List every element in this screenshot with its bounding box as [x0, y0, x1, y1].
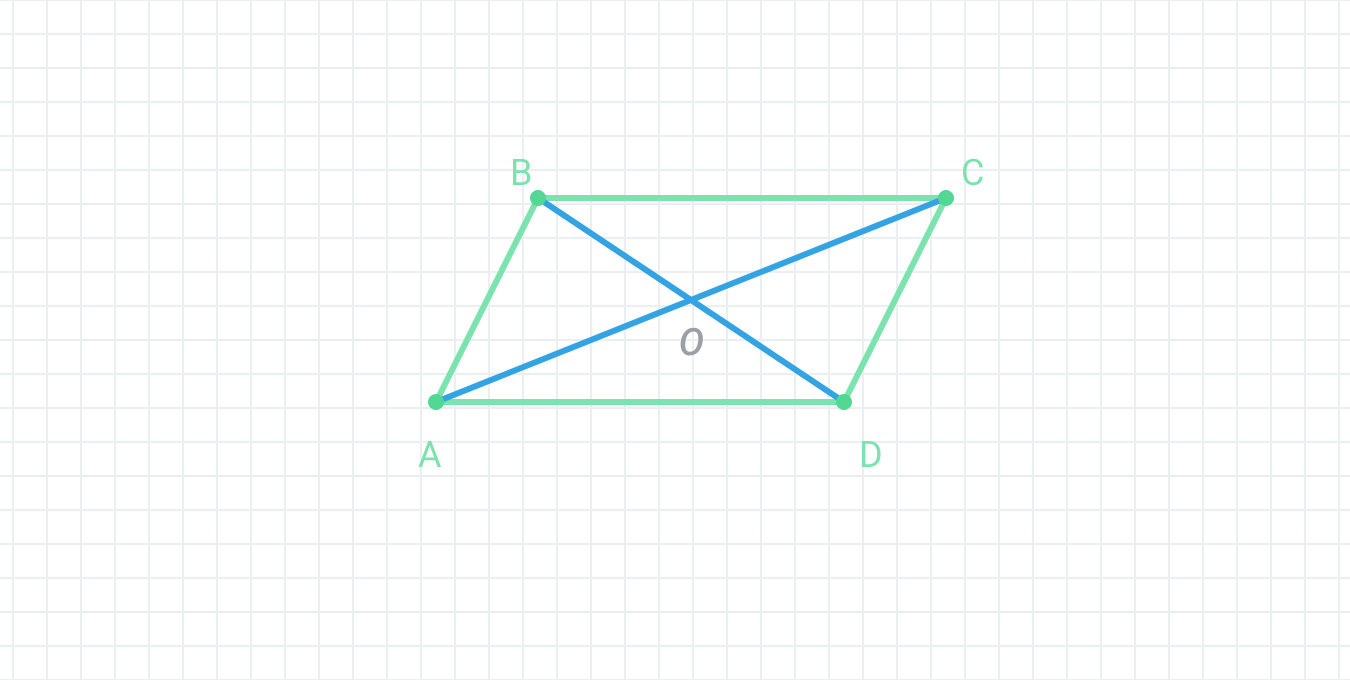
vertex-label-C: C — [961, 152, 984, 194]
diagram-svg — [0, 0, 1350, 680]
grid — [0, 0, 1350, 680]
center-label: O — [679, 321, 704, 365]
vertex-A — [428, 394, 444, 410]
vertex-label-B: B — [510, 152, 532, 194]
edges — [436, 198, 946, 402]
vertex-D — [836, 394, 852, 410]
diagram-canvas: A B C D O — [0, 0, 1350, 680]
vertex-label-A: A — [418, 434, 441, 476]
vertex-label-D: D — [859, 434, 883, 476]
edge-BD — [538, 198, 844, 402]
vertex-C — [938, 190, 954, 206]
